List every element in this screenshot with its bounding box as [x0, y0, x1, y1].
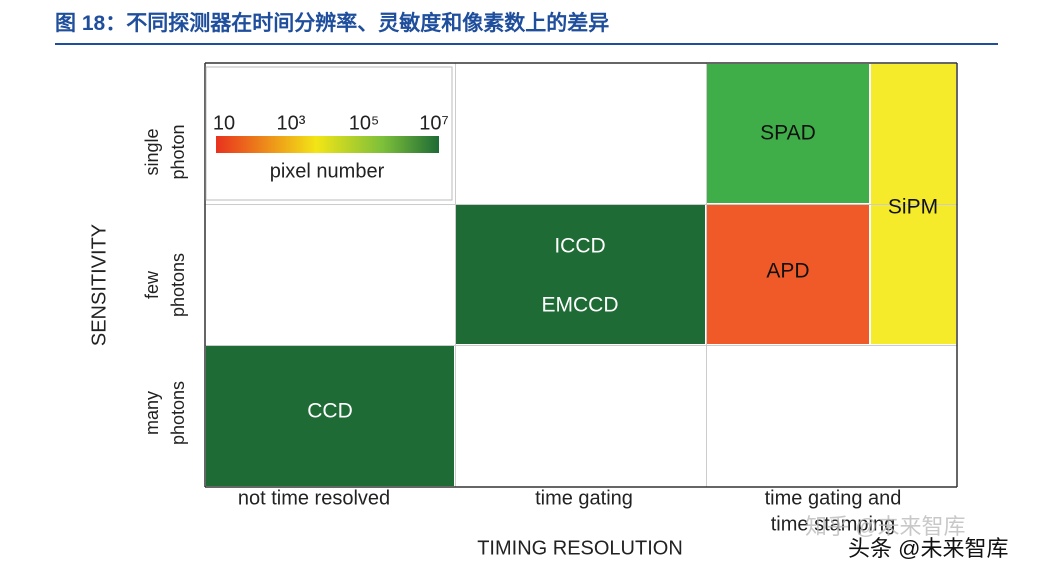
colorbar — [216, 136, 439, 153]
legend-box — [205, 66, 453, 201]
cell-label: SiPM — [888, 196, 938, 219]
watermark: 头条 @未来智库 — [848, 536, 1008, 561]
cell-label: APD — [766, 260, 809, 283]
row-label: photon — [168, 124, 188, 179]
row-label: single — [142, 128, 162, 175]
grid — [205, 63, 957, 487]
cell-label: EMCCD — [542, 294, 619, 317]
cell-spad — [707, 64, 869, 203]
frame — [204, 62, 958, 488]
column-label: not time resolved — [238, 487, 390, 509]
y-axis-label: SENSITIVITY — [88, 224, 110, 346]
x-axis-label: TIMING RESOLUTION — [477, 537, 683, 559]
row-label: photons — [168, 253, 188, 317]
title: 图 18：不同探测器在时间分辨率、灵敏度和像素数上的差异 — [55, 11, 609, 35]
legend-tick: 10³ — [277, 112, 306, 134]
cell-apd — [707, 205, 869, 344]
cell-label: ICCD — [554, 235, 605, 258]
legend-label: pixel number — [270, 160, 385, 182]
watermark: 知乎 @未来智库 — [805, 514, 965, 539]
row-label: many — [142, 391, 162, 435]
column-label: time gating and — [765, 487, 902, 509]
row-label: photons — [168, 381, 188, 445]
legend-tick: 10 — [213, 112, 235, 134]
legend-tick: 10⁷ — [419, 112, 448, 134]
cell-label: CCD — [307, 400, 353, 423]
cell-label: SPAD — [760, 122, 816, 145]
cell-iccd — [456, 205, 705, 344]
cell-ccd — [206, 346, 454, 486]
row-label: few — [142, 270, 162, 299]
legend-tick: 10⁵ — [349, 112, 380, 134]
column-label: time gating — [535, 487, 633, 509]
column-label: time stamping — [771, 513, 896, 535]
